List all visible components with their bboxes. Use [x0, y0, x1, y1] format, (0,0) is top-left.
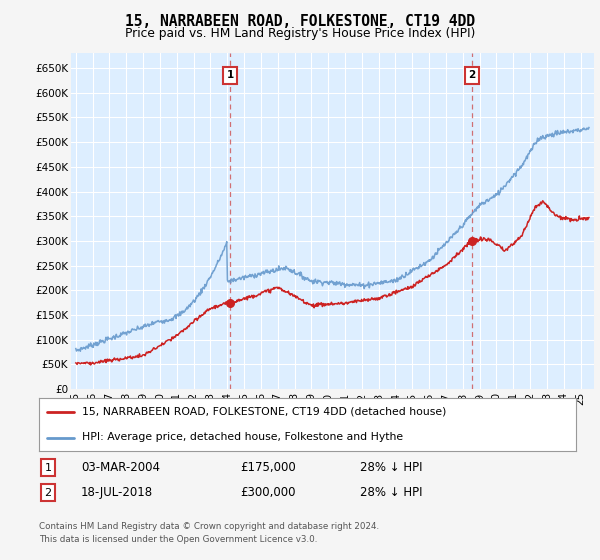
Text: 15, NARRABEEN ROAD, FOLKESTONE, CT19 4DD (detached house): 15, NARRABEEN ROAD, FOLKESTONE, CT19 4DD… [82, 407, 446, 417]
Text: HPI: Average price, detached house, Folkestone and Hythe: HPI: Average price, detached house, Folk… [82, 432, 403, 442]
Text: 18-JUL-2018: 18-JUL-2018 [81, 486, 153, 500]
Text: Price paid vs. HM Land Registry's House Price Index (HPI): Price paid vs. HM Land Registry's House … [125, 27, 475, 40]
Text: £175,000: £175,000 [240, 461, 296, 474]
Text: 1: 1 [226, 71, 234, 81]
Text: 28% ↓ HPI: 28% ↓ HPI [360, 486, 422, 500]
Text: £300,000: £300,000 [240, 486, 296, 500]
Text: 03-MAR-2004: 03-MAR-2004 [81, 461, 160, 474]
Text: 2: 2 [468, 71, 475, 81]
Text: Contains HM Land Registry data © Crown copyright and database right 2024.: Contains HM Land Registry data © Crown c… [39, 522, 379, 531]
Text: This data is licensed under the Open Government Licence v3.0.: This data is licensed under the Open Gov… [39, 535, 317, 544]
Text: 2: 2 [44, 488, 52, 498]
Text: 28% ↓ HPI: 28% ↓ HPI [360, 461, 422, 474]
Text: 1: 1 [44, 463, 52, 473]
Text: 15, NARRABEEN ROAD, FOLKESTONE, CT19 4DD: 15, NARRABEEN ROAD, FOLKESTONE, CT19 4DD [125, 14, 475, 29]
